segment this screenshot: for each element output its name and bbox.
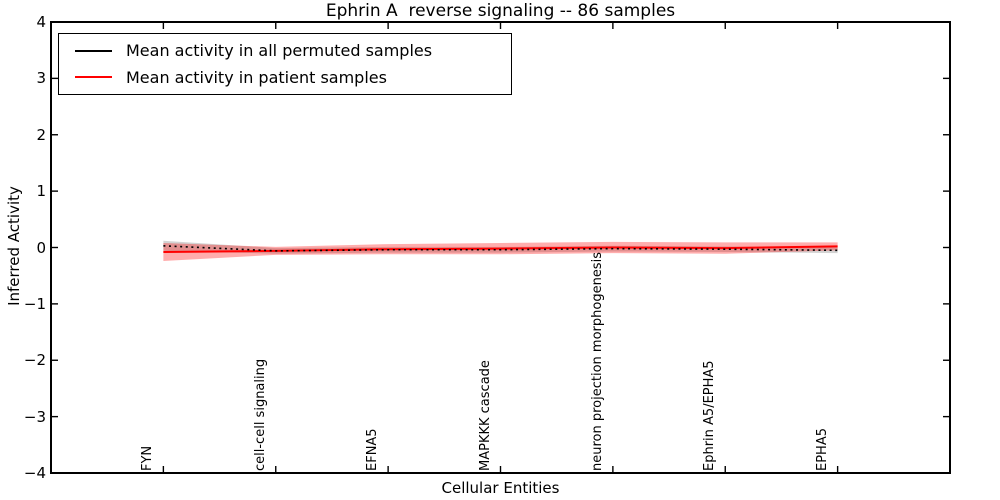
- x-axis-label: Cellular Entities: [441, 479, 560, 497]
- x-tick-label: EPHA5: [814, 428, 830, 471]
- legend-item-permuted: Mean activity in all permuted samples: [59, 41, 511, 60]
- x-tick-label: neuron projection morphogenesis: [589, 252, 605, 471]
- patient-line-sample-icon: [75, 76, 112, 79]
- legend-item-patient: Mean activity in patient samples: [59, 68, 511, 87]
- x-tick-label: FYN: [140, 445, 156, 471]
- y-tick-label: 4: [36, 13, 46, 31]
- y-tick-label: −3: [23, 407, 46, 426]
- y-tick-label: 3: [36, 69, 46, 88]
- x-tick-label: EFNA5: [365, 428, 381, 471]
- x-tick-label: Ephrin A5/EPHA5: [702, 360, 718, 471]
- y-tick-label: −4: [23, 464, 46, 482]
- y-tick-label: 0: [36, 238, 46, 257]
- y-tick-label: 1: [36, 182, 46, 201]
- mean-permuted-line: [163, 245, 838, 252]
- legend: Mean activity in all permuted samples Me…: [58, 33, 512, 95]
- legend-label-permuted: Mean activity in all permuted samples: [126, 41, 433, 61]
- permuted-line-sample-icon: [75, 49, 112, 52]
- y-tick-label: 2: [36, 125, 46, 144]
- mean-lines: [163, 245, 838, 254]
- y-tick-label: −2: [23, 351, 46, 370]
- plot-frame: [50, 21, 951, 474]
- legend-label-patient: Mean activity in patient samples: [126, 67, 387, 87]
- x-tick-label: MAPKKK cascade: [477, 360, 493, 471]
- patient-band: [163, 241, 838, 262]
- y-tick-label: −1: [23, 294, 46, 313]
- x-tick-label: cell-cell signaling: [252, 358, 268, 471]
- chart-title: Ephrin A reverse signaling -- 86 samples: [325, 1, 676, 21]
